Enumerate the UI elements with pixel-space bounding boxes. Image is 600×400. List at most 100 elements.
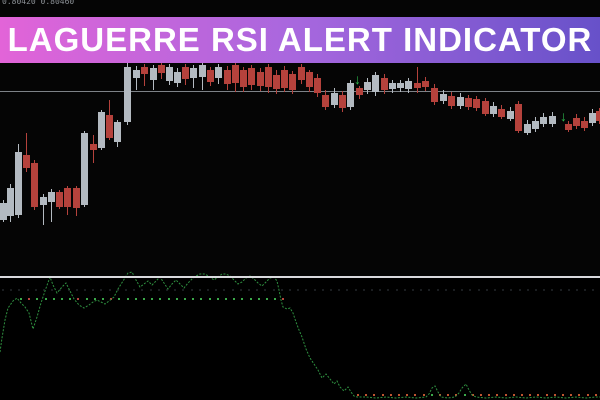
level-dot: [559, 289, 562, 291]
candle-body: [15, 152, 22, 215]
level-dot: [480, 394, 482, 396]
candle-body: [281, 70, 288, 88]
level-dot: [521, 394, 523, 396]
level-dot: [586, 394, 589, 396]
level-dot: [447, 394, 450, 396]
candle-body: [232, 65, 239, 83]
candle-body: [581, 121, 588, 128]
level-dot: [570, 394, 573, 396]
level-dot: [496, 394, 499, 396]
candle-body: [224, 70, 231, 84]
candle-body: [207, 70, 214, 82]
level-dot: [436, 289, 439, 291]
level-dot: [36, 298, 39, 300]
level-dot: [239, 289, 242, 291]
candle-body: [405, 81, 412, 89]
candle-body: [174, 72, 181, 83]
candle-body: [240, 70, 247, 87]
level-dot: [149, 289, 152, 291]
level-dot: [143, 298, 145, 300]
level-dot: [471, 394, 474, 396]
candle-body: [64, 188, 71, 207]
level-dot: [551, 289, 554, 291]
level-dot: [207, 289, 209, 291]
level-dot: [321, 289, 324, 291]
level-dot: [526, 289, 529, 291]
candle-body: [141, 67, 148, 74]
level-dot: [20, 298, 22, 300]
level-dot: [422, 394, 425, 396]
level-dot: [381, 394, 384, 396]
candle-body: [372, 75, 379, 92]
signal-arrow-down: ↓: [354, 71, 361, 87]
level-dot: [28, 298, 31, 300]
candle-body: [31, 163, 38, 207]
level-dot: [18, 289, 21, 291]
level-dot: [373, 394, 376, 396]
level-dot: [77, 298, 80, 300]
panel-separator-handle[interactable]: [0, 276, 600, 278]
level-dot: [444, 289, 447, 291]
candle-body: [257, 72, 264, 86]
level-dot: [428, 289, 431, 291]
candle-body: [265, 67, 272, 87]
level-dot: [346, 289, 349, 291]
level-dot: [510, 289, 513, 291]
level-dot: [504, 394, 507, 396]
candle-body: [507, 111, 514, 119]
level-dot: [192, 298, 195, 300]
level-dot: [215, 289, 218, 291]
level-dot: [231, 289, 234, 291]
level-dot: [274, 298, 277, 300]
level-dot: [2, 289, 4, 291]
level-dot: [93, 298, 96, 300]
level-dot: [439, 394, 441, 396]
level-dot: [241, 298, 244, 300]
candle-body: [482, 101, 489, 114]
level-dot: [157, 289, 160, 291]
candle-body: [73, 188, 80, 208]
candle-body: [498, 109, 505, 117]
level-dot: [403, 289, 406, 291]
candle-body: [322, 95, 329, 107]
candle-body: [190, 68, 197, 78]
candle-body: [589, 113, 596, 123]
candle-body: [158, 65, 165, 73]
level-dot: [75, 289, 78, 291]
candle-body: [7, 188, 14, 216]
level-dot: [67, 289, 70, 291]
candle-body: [397, 83, 404, 88]
level-dot: [578, 394, 581, 396]
price-level-line: [0, 91, 600, 92]
level-dot: [594, 394, 597, 396]
level-dot: [102, 298, 104, 300]
candle-body: [81, 133, 88, 205]
quote-ticker: 0.80420 0.80460: [2, 0, 75, 6]
level-dot: [330, 289, 332, 291]
candle-body: [422, 81, 429, 87]
candle-body: [48, 192, 55, 202]
level-dot: [134, 298, 137, 300]
candle-body: [596, 111, 600, 121]
level-dot: [182, 289, 185, 291]
level-dot: [61, 298, 63, 300]
level-dot: [85, 298, 88, 300]
candle-body: [540, 117, 547, 124]
level-dot: [371, 289, 373, 291]
level-dot: [453, 289, 455, 291]
level-dot: [395, 289, 398, 291]
candle-body: [515, 104, 522, 131]
level-dot: [264, 289, 267, 291]
level-dot: [420, 289, 423, 291]
level-dot: [126, 298, 129, 300]
level-dot: [398, 394, 400, 396]
level-dot: [297, 289, 300, 291]
level-dot: [485, 289, 488, 291]
level-dot: [357, 394, 359, 396]
level-dot: [223, 289, 226, 291]
level-dot: [59, 289, 62, 291]
candle-body: [114, 122, 121, 142]
level-dot: [69, 298, 72, 300]
